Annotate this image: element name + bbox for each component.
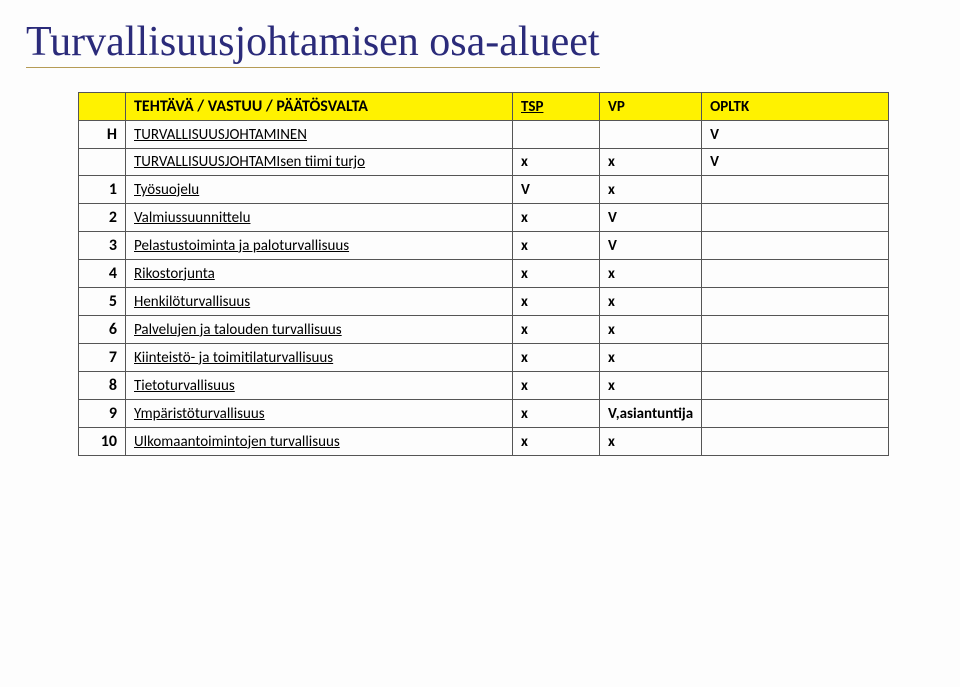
row-desc: Pelastustoiminta ja paloturvallisuus xyxy=(126,232,513,260)
row-desc-text: Valmiussuunnittelu xyxy=(134,209,250,227)
hdr-tsp-text: TSP xyxy=(521,98,543,116)
row-index xyxy=(79,149,126,176)
table-header-row: TEHTÄVÄ / VASTUU / PÄÄTÖSVALTA TSP VP OP… xyxy=(79,93,889,121)
table-row: 7 Kiinteistö- ja toimitilaturvallisuus xx xyxy=(79,344,889,372)
cell-tsp: V xyxy=(513,176,600,204)
hdr-tsp: TSP xyxy=(513,93,600,121)
hdr-vp: VP xyxy=(600,93,702,121)
cell-vp: x xyxy=(600,260,702,288)
row-index: 4 xyxy=(79,260,126,288)
cell-opltk xyxy=(702,316,889,344)
row-index: 9 xyxy=(79,400,126,428)
row-desc-text: Pelastustoiminta ja paloturvallisuus xyxy=(134,237,349,255)
row-desc: Rikostorjunta xyxy=(126,260,513,288)
table-row: 8 Tietoturvallisuus xx xyxy=(79,372,889,400)
cell-tsp: x xyxy=(513,372,600,400)
cell-tsp: x xyxy=(513,428,600,456)
cell-vp xyxy=(600,121,702,149)
table-row: H TURVALLISUUSJOHTAMINEN V xyxy=(79,121,889,149)
row-desc: Tietoturvallisuus xyxy=(126,372,513,400)
cell-vp: x xyxy=(600,372,702,400)
cell-opltk xyxy=(702,372,889,400)
row-index: 7 xyxy=(79,344,126,372)
table-row: 1 Työsuojelu Vx xyxy=(79,176,889,204)
table-row: 2 Valmiussuunnittelu xV xyxy=(79,204,889,232)
row-desc-text: Rikostorjunta xyxy=(134,265,215,283)
cell-tsp: x xyxy=(513,204,600,232)
cell-tsp: x xyxy=(513,260,600,288)
hdr-desc: TEHTÄVÄ / VASTUU / PÄÄTÖSVALTA xyxy=(126,93,513,121)
table-row: 6 Palvelujen ja talouden turvallisuus xx xyxy=(79,316,889,344)
cell-vp: x xyxy=(600,149,702,176)
row-index: 6 xyxy=(79,316,126,344)
cell-tsp: x xyxy=(513,149,600,176)
cell-vp: x xyxy=(600,344,702,372)
row-desc-text: TURVALLISUUSJOHTAMINEN xyxy=(134,126,307,144)
row-desc-text: Tietoturvallisuus xyxy=(134,377,235,395)
cell-tsp: x xyxy=(513,316,600,344)
cell-tsp: x xyxy=(513,288,600,316)
slide-title-text: Turvallisuusjohtamisen osa-alueet xyxy=(26,19,600,68)
cell-vp: x xyxy=(600,176,702,204)
row-desc: Valmiussuunnittelu xyxy=(126,204,513,232)
cell-vp: x xyxy=(600,428,702,456)
cell-opltk xyxy=(702,344,889,372)
table-row: 9 Ympäristöturvallisuus xV,asiantuntija xyxy=(79,400,889,428)
row-desc-text: TURVALLISUUSJOHTAMIsen tiimi turjo xyxy=(134,153,365,171)
cell-vp: V,asiantuntija xyxy=(600,400,702,428)
cell-opltk: V xyxy=(702,121,889,149)
row-desc: Palvelujen ja talouden turvallisuus xyxy=(126,316,513,344)
cell-opltk xyxy=(702,176,889,204)
cell-vp: V xyxy=(600,232,702,260)
row-desc: Kiinteistö- ja toimitilaturvallisuus xyxy=(126,344,513,372)
row-desc-text: Työsuojelu xyxy=(134,181,199,199)
row-index: H xyxy=(79,121,126,149)
cell-opltk xyxy=(702,288,889,316)
row-desc-text: Kiinteistö- ja toimitilaturvallisuus xyxy=(134,349,333,367)
table-row: 10 Ulkomaantoimintojen turvallisuus xx xyxy=(79,428,889,456)
row-index: 2 xyxy=(79,204,126,232)
cell-opltk: V xyxy=(702,149,889,176)
row-desc: Ympäristöturvallisuus xyxy=(126,400,513,428)
row-index: 10 xyxy=(79,428,126,456)
cell-vp: x xyxy=(600,316,702,344)
row-desc: Työsuojelu xyxy=(126,176,513,204)
table-body: H TURVALLISUUSJOHTAMINEN V TURVALLISUUSJOHT… xyxy=(79,121,889,456)
hdr-blank xyxy=(79,93,126,121)
table-row: TURVALLISUUSJOHTAMIsen tiimi turjoxxV xyxy=(79,149,889,176)
hdr-opltk: OPLTK xyxy=(702,93,889,121)
row-index: 8 xyxy=(79,372,126,400)
row-index: 1 xyxy=(79,176,126,204)
cell-tsp xyxy=(513,121,600,149)
table-row: 5 Henkilöturvallisuus xx xyxy=(79,288,889,316)
cell-vp: x xyxy=(600,288,702,316)
row-desc: TURVALLISUUSJOHTAMINEN xyxy=(126,121,513,149)
table-row: 4 Rikostorjunta xx xyxy=(79,260,889,288)
row-index: 3 xyxy=(79,232,126,260)
row-desc-text: Henkilöturvallisuus xyxy=(134,293,250,311)
table-row: 3 Pelastustoiminta ja paloturvallisuus xV xyxy=(79,232,889,260)
cell-vp: V xyxy=(600,204,702,232)
row-desc: Henkilöturvallisuus xyxy=(126,288,513,316)
row-desc-text: Ympäristöturvallisuus xyxy=(134,405,265,423)
areas-table: TEHTÄVÄ / VASTUU / PÄÄTÖSVALTA TSP VP OP… xyxy=(78,92,889,456)
row-desc-text: Ulkomaantoimintojen turvallisuus xyxy=(134,433,340,451)
cell-opltk xyxy=(702,260,889,288)
row-desc: TURVALLISUUSJOHTAMIsen tiimi turjo xyxy=(126,149,513,176)
cell-tsp: x xyxy=(513,344,600,372)
cell-opltk xyxy=(702,204,889,232)
row-index: 5 xyxy=(79,288,126,316)
cell-opltk xyxy=(702,400,889,428)
cell-opltk xyxy=(702,232,889,260)
cell-tsp: x xyxy=(513,400,600,428)
cell-tsp: x xyxy=(513,232,600,260)
slide-title: Turvallisuusjohtamisen osa-alueet xyxy=(26,18,934,66)
cell-opltk xyxy=(702,428,889,456)
row-desc: Ulkomaantoimintojen turvallisuus xyxy=(126,428,513,456)
row-desc-text: Palvelujen ja talouden turvallisuus xyxy=(134,321,342,339)
